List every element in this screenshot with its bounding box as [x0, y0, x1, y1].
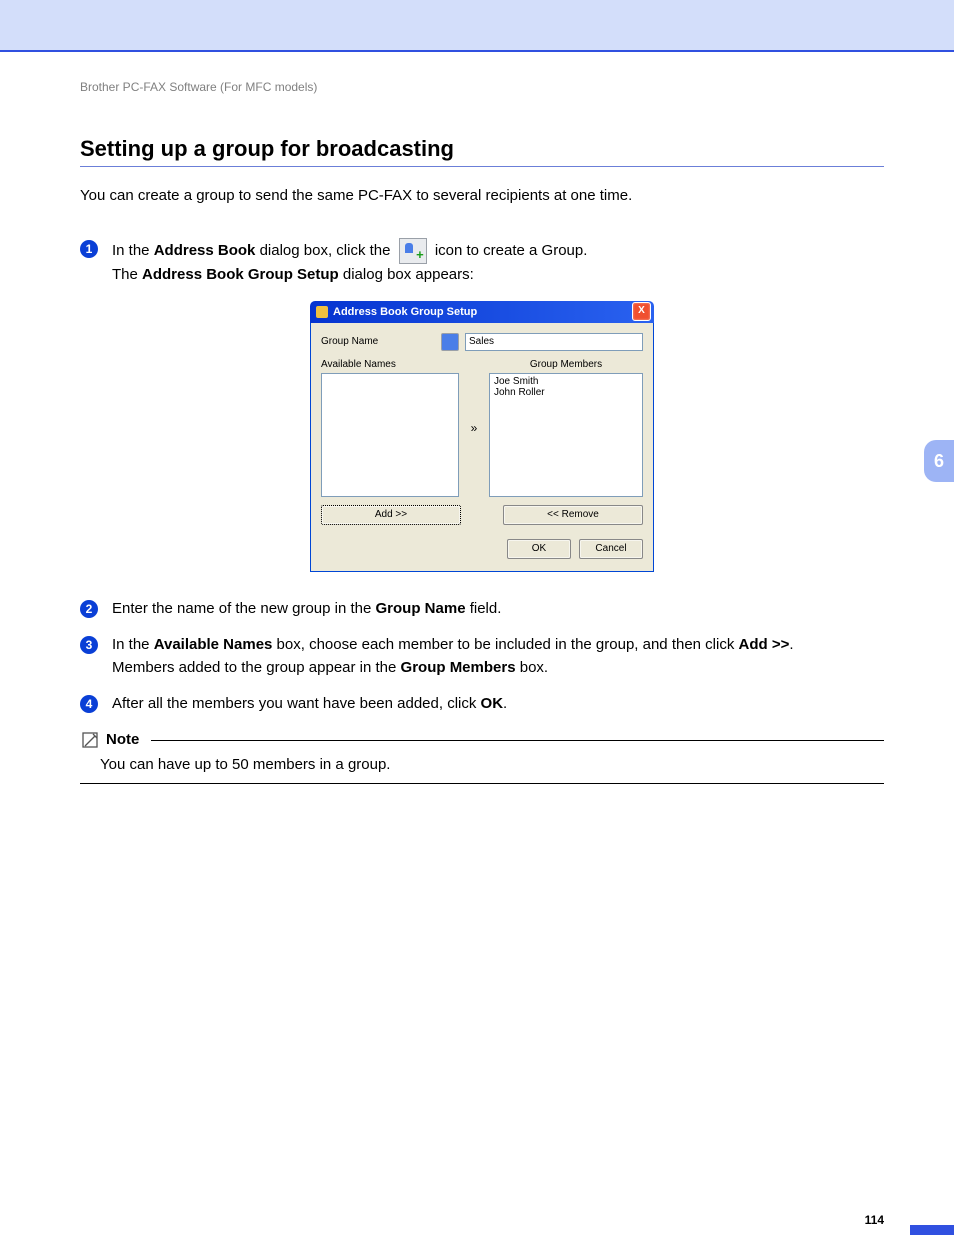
step-1-bold-a: Address Book: [154, 242, 256, 259]
note-title: Note: [106, 731, 139, 748]
label-available-names: Available Names: [321, 359, 459, 370]
step-1-text-e: dialog box appears:: [339, 266, 474, 283]
group-name-input[interactable]: Sales: [465, 333, 643, 351]
dialog-address-book-group-setup: Address Book Group Setup X Group Name Sa…: [310, 301, 654, 572]
step-1-text-c: icon to create a Group.: [431, 242, 588, 259]
group-icon: [441, 333, 459, 351]
step-3-text-b: box, choose each member to be included i…: [272, 636, 738, 653]
note-block: Note You can have up to 50 members in a …: [80, 730, 884, 784]
step-3-text-a: In the: [112, 636, 154, 653]
step-3-text-e: box.: [516, 659, 549, 676]
cancel-button[interactable]: Cancel: [579, 539, 643, 559]
step-2-text-b: field.: [466, 600, 502, 617]
list-item[interactable]: John Roller: [494, 387, 638, 398]
ok-button[interactable]: OK: [507, 539, 571, 559]
step-4-text-a: After all the members you want have been…: [112, 695, 481, 712]
step-3-bold-b: Add >>: [739, 636, 790, 653]
breadcrumb: Brother PC-FAX Software (For MFC models): [80, 80, 884, 94]
step-1-text-d: The: [112, 266, 142, 283]
step-3-bold-a: Available Names: [154, 636, 273, 653]
step-1-bold-b: Address Book Group Setup: [142, 266, 339, 283]
dialog-title: Address Book Group Setup: [333, 306, 632, 318]
step-1-text-a: In the: [112, 242, 154, 259]
page-number: 114: [865, 1213, 884, 1227]
remove-button[interactable]: << Remove: [503, 505, 643, 525]
step-2-bold: Group Name: [376, 600, 466, 617]
step-1-number: 1: [80, 240, 98, 258]
arrow-icon[interactable]: »: [471, 421, 478, 435]
list-item[interactable]: Joe Smith: [494, 376, 638, 387]
note-body: You can have up to 50 members in a group…: [80, 750, 884, 784]
group-members-list[interactable]: Joe Smith John Roller: [489, 373, 643, 497]
add-button[interactable]: Add >>: [321, 505, 461, 525]
step-3-bold-c: Group Members: [401, 659, 516, 676]
step-3-number: 3: [80, 636, 98, 654]
step-1-text-b: dialog box, click the: [255, 242, 394, 259]
close-button[interactable]: X: [632, 302, 651, 321]
label-group-members: Group Members: [489, 359, 643, 370]
label-group-name: Group Name: [321, 336, 441, 347]
page-top-band: [0, 0, 954, 52]
step-3-text-c: .: [789, 636, 793, 653]
step-2-text-a: Enter the name of the new group in the: [112, 600, 376, 617]
step-4-number: 4: [80, 695, 98, 713]
footer-accent: [910, 1225, 954, 1235]
intro-text: You can create a group to send the same …: [80, 187, 884, 204]
dialog-title-icon: [316, 306, 328, 318]
section-heading: Setting up a group for broadcasting: [80, 136, 884, 167]
note-icon: [80, 730, 100, 750]
step-4-bold: OK: [481, 695, 504, 712]
step-3: 3 In the Available Names box, choose eac…: [80, 634, 884, 679]
step-4-text-b: .: [503, 695, 507, 712]
step-2: 2 Enter the name of the new group in the…: [80, 598, 884, 621]
step-3-text-d: Members added to the group appear in the: [112, 659, 401, 676]
step-1: 1 In the Address Book dialog box, click …: [80, 238, 884, 287]
step-2-number: 2: [80, 600, 98, 618]
page-footer: 114: [0, 1213, 954, 1235]
group-add-icon: [399, 238, 427, 264]
available-names-list[interactable]: [321, 373, 459, 497]
chapter-tab: 6: [924, 440, 954, 482]
note-rule: [151, 739, 884, 741]
dialog-titlebar[interactable]: Address Book Group Setup X: [310, 301, 654, 323]
step-4: 4 After all the members you want have be…: [80, 693, 884, 716]
